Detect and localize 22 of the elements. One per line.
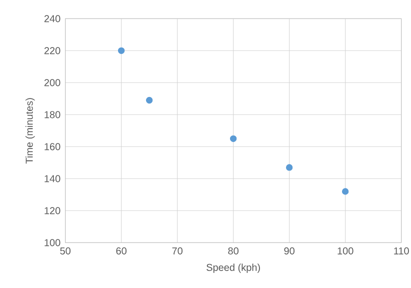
y-tick-label: 140 <box>44 175 60 182</box>
point <box>146 96 153 104</box>
y-axis-title: Time (minutes) <box>25 98 35 164</box>
x-tick-label: 50 <box>60 247 70 254</box>
y-tick-label: 100 <box>44 239 60 246</box>
x-axis-title: Speed (kph) <box>206 264 260 273</box>
point <box>118 47 125 54</box>
x-tick-label: 110 <box>394 247 409 254</box>
y-tick-label: 180 <box>44 111 60 118</box>
x-tick-label: 70 <box>172 247 182 254</box>
x-tick-label: 90 <box>284 247 294 254</box>
point <box>286 164 293 171</box>
y-tick-label: 220 <box>44 47 60 54</box>
point <box>342 188 349 195</box>
y-tick-label: 200 <box>44 79 60 86</box>
point <box>230 135 237 142</box>
x-tick-label: 100 <box>338 247 354 254</box>
y-tick-label: 240 <box>44 15 60 22</box>
y-tick-label: 160 <box>44 143 60 150</box>
y-tick-label: 120 <box>44 207 60 214</box>
x-tick-label: 60 <box>116 247 126 254</box>
x-tick-label: 80 <box>228 247 238 254</box>
